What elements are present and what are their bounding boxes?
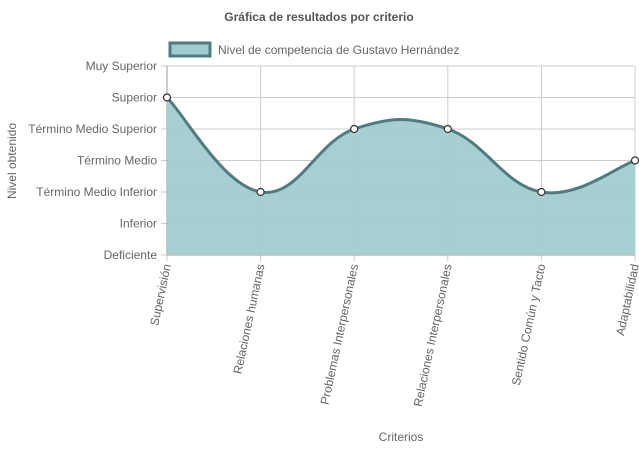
x-tick-label: Relaciones Interpersonales (411, 263, 455, 408)
data-point[interactable] (162, 93, 172, 102)
legend[interactable]: Nivel de competencia de Gustavo Hernánde… (168, 41, 459, 58)
data-point[interactable] (630, 156, 639, 165)
y-tick-label: Superior (112, 91, 157, 105)
y-axis-label: Nivel obtenido (5, 123, 19, 199)
x-tick-label: Adaptabilidad (613, 263, 639, 337)
series-area-fill (167, 97, 635, 255)
series-points[interactable] (162, 93, 639, 197)
y-tick-label: Término Medio Superior (28, 122, 157, 136)
chart-title: Gráfica de resultados por criterio (224, 10, 413, 24)
x-tick-label: Relaciones humanas (231, 263, 268, 376)
series-line (165, 96, 636, 195)
series-area (165, 96, 636, 255)
y-tick-label: Término Medio Inferior (36, 185, 157, 199)
y-tick-label: Término Medio (77, 154, 157, 168)
data-point[interactable] (256, 187, 265, 197)
y-tick-label: Inferior (120, 217, 157, 231)
x-axis-ticks: Supervisión Relaciones humanas Problemas I… (147, 262, 639, 407)
legend-swatch (168, 41, 212, 58)
y-tick-label: Muy Superior (86, 59, 157, 73)
data-point[interactable] (537, 187, 546, 197)
y-tick-label: Deficiente (104, 248, 158, 262)
y-axis-ticks: Deficiente Inferior Término Medio Inferior… (28, 59, 157, 262)
data-point[interactable] (350, 124, 359, 134)
legend-label: Nivel de competencia de Gustavo Hernánde… (218, 43, 459, 57)
x-tick-label: Sentido Común y Tacto (509, 262, 549, 386)
data-point[interactable] (443, 124, 452, 134)
x-tick-label: Problemas Interpersonales (318, 263, 362, 406)
x-tick-label: Supervisión (147, 263, 174, 327)
x-axis-label: Criterios (379, 430, 424, 444)
